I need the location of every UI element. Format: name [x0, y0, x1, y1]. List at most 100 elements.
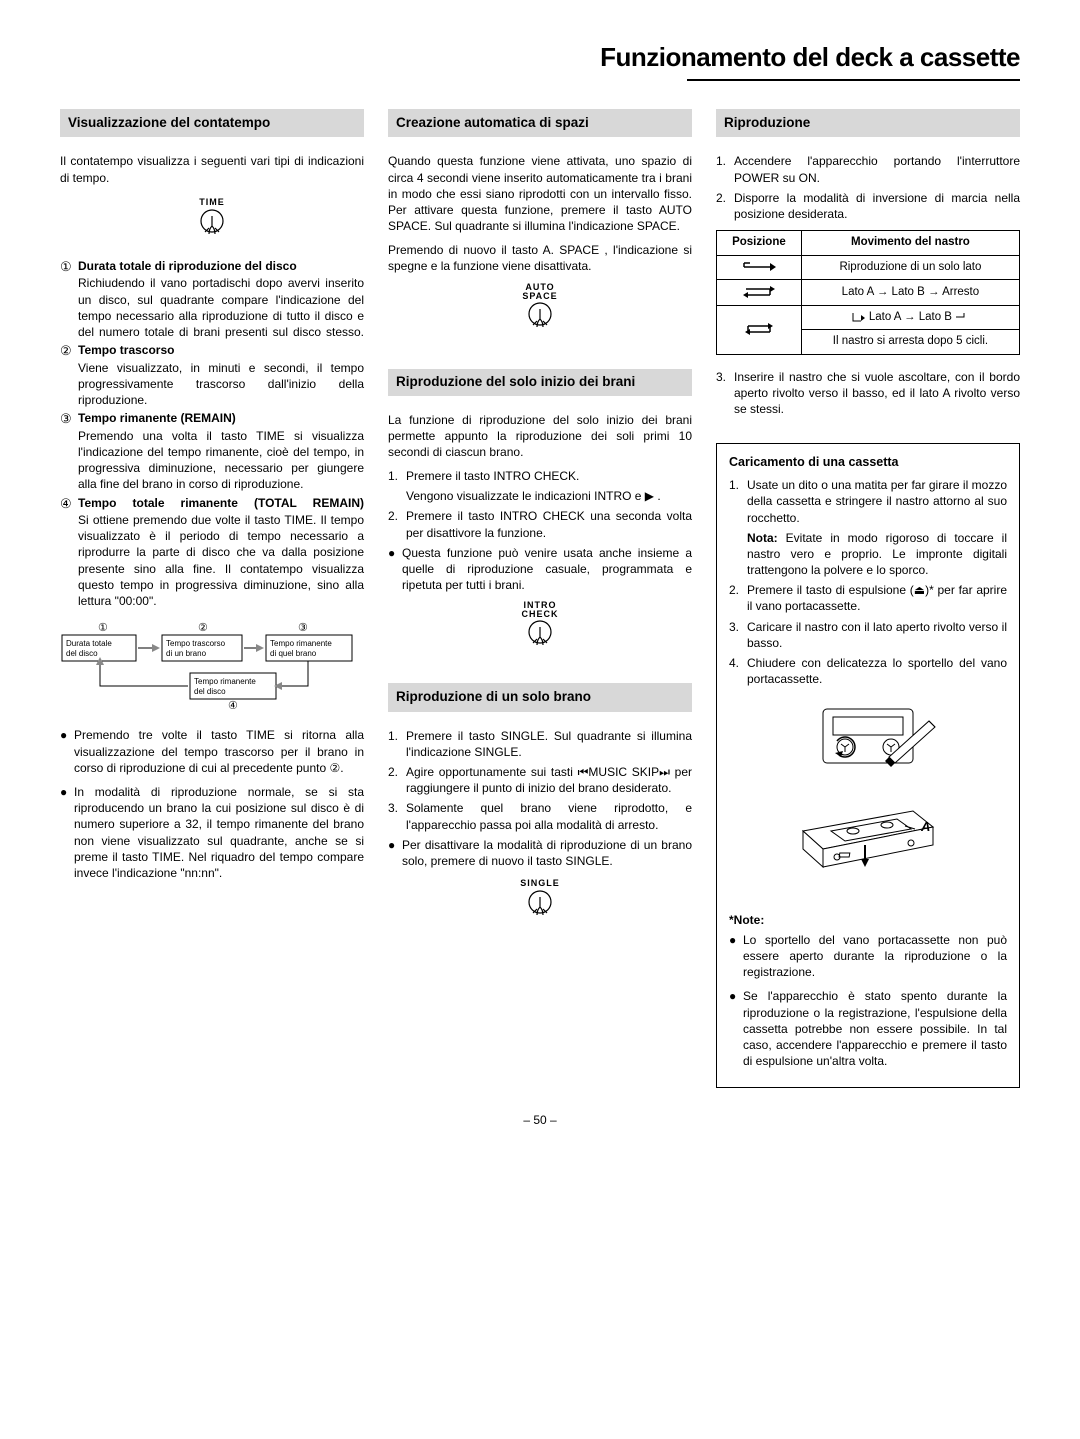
- def-1: ① Durata totale di riproduzione del disc…: [60, 258, 364, 340]
- flow-n3: ③: [298, 622, 308, 634]
- table-row-3-text: Lato A → Lato B: [801, 305, 1019, 330]
- bullet-dot: ●: [729, 988, 743, 1069]
- box-step-3-text: Caricare il nastro con il lato aperto ri…: [747, 619, 1007, 651]
- def-4-title: Tempo totale rimanente (TOTAL REMAIN): [78, 495, 364, 513]
- intro-step-1-num: 1.: [388, 468, 406, 484]
- def-3: ③ Tempo rimanente (REMAIN) Premendo una …: [60, 410, 364, 492]
- title-underline: [687, 79, 1020, 81]
- contatempo-bullets: ● Premendo tre volte il tasto TIME si ri…: [60, 727, 364, 881]
- bullet-dot: ●: [388, 837, 402, 869]
- intro-check-icon-label: INTRO CHECK: [388, 601, 692, 619]
- box-step-1-text: Usate un dito o una matita per far girar…: [747, 477, 1007, 526]
- contatempo-bullet-2: In modalità di riproduzione normale, se …: [74, 784, 364, 881]
- box-note-2: Se l'apparecchio è stato spento durante …: [743, 988, 1007, 1069]
- cassette-box: Caricamento di una cassetta 1. Usate un …: [716, 443, 1020, 1088]
- flow-b1b: del disco: [66, 649, 98, 658]
- ripro-step-2-text: Disporre la modalità di inversione di ma…: [734, 190, 1020, 222]
- single-bullet: Per disattivare la modalità di riproduzi…: [402, 837, 692, 869]
- column-1: Visualizzazione del contatempo Il contat…: [60, 109, 364, 1088]
- def-1-body: Richiudendo il vano portadischi dopo ave…: [78, 275, 364, 340]
- intro-check-icon: INTRO CHECK: [388, 601, 692, 655]
- mode-icon-3: [717, 305, 802, 354]
- flow-b2a: Tempo trascorso: [166, 639, 226, 648]
- page-title: Funzionamento del deck a cassette: [60, 40, 1020, 75]
- flow-diagram: ① ② ③ Durata totale del disco Tempo tras…: [60, 621, 364, 713]
- page-number: – 50 –: [60, 1112, 1020, 1128]
- def-4-body: Si ottiene premendo due volte il tasto T…: [78, 512, 364, 609]
- def-3-num: ③: [60, 410, 78, 428]
- cassette-box-title: Caricamento di una cassetta: [729, 454, 1007, 471]
- single-step-2-text: Agire opportunamente sui tasti ⏮MUSIC SK…: [406, 764, 692, 796]
- ripro-step-3-num: 3.: [716, 369, 734, 418]
- autospace-icon-label: AUTO SPACE: [388, 283, 692, 301]
- time-icon-label: TIME: [60, 196, 364, 208]
- autospace-para-1: Quando questa funzione viene attivata, u…: [388, 153, 692, 234]
- flow-n2: ②: [198, 622, 208, 634]
- table-h2: Movimento del nastro: [801, 231, 1019, 256]
- main-columns: Visualizzazione del contatempo Il contat…: [60, 109, 1020, 1088]
- def-2: ② Tempo trascorso Viene visualizzato, in…: [60, 342, 364, 408]
- def-3-body: Premendo una volta il tasto TIME si visu…: [78, 428, 364, 493]
- box-step-2-num: 2.: [729, 582, 747, 614]
- bullet-dot: ●: [60, 784, 74, 881]
- mode-icon-2: [717, 280, 802, 306]
- mode-icon-1: [717, 255, 802, 280]
- table-row-1-text: Riproduzione di un solo lato: [801, 255, 1019, 280]
- tap-icon: [523, 889, 557, 925]
- flow-b4b: del disco: [194, 687, 226, 696]
- box-step-3-num: 3.: [729, 619, 747, 651]
- sec-heading-single: Riproduzione di un solo brano: [388, 683, 692, 711]
- bullet-dot: ●: [388, 545, 402, 594]
- flow-b1a: Durata totale: [66, 639, 112, 648]
- def-2-title: Tempo trascorso: [78, 342, 364, 360]
- bullet-dot: ●: [60, 727, 74, 776]
- intro-step-2-text: Premere il tasto INTRO CHECK una seconda…: [406, 508, 692, 540]
- def-4-num: ④: [60, 495, 78, 513]
- column-2: Creazione automatica di spazi Quando que…: [388, 109, 692, 1088]
- movimento-table: Posizione Movimento del nastro Riproduzi…: [716, 230, 1020, 355]
- flow-n4: ④: [228, 700, 238, 709]
- single-step-1-text: Premere il tasto SINGLE. Sul quadrante s…: [406, 728, 692, 760]
- box-step-1-num: 1.: [729, 477, 747, 526]
- single-icon-label: SINGLE: [388, 877, 692, 889]
- intro-check-bullet: Questa funzione può venire usata anche i…: [402, 545, 692, 594]
- box-note-1: Lo sportello del vano portacassette non …: [743, 932, 1007, 981]
- contatempo-bullet-1: Premendo tre volte il tasto TIME si rito…: [74, 727, 364, 776]
- autospace-icon: AUTO SPACE: [388, 283, 692, 337]
- svg-text:A: A: [920, 819, 930, 834]
- box-step-1-note: Nota: Evitate in modo rigoroso di toccar…: [747, 530, 1007, 579]
- intro-step-2-num: 2.: [388, 508, 406, 540]
- ripro-step-1-text: Accendere l'apparecchio portando l'inter…: [734, 153, 1020, 185]
- intro-check-intro: La funzione di riproduzione del solo ini…: [388, 412, 692, 461]
- table-row-2-text: Lato A → Lato B → Arresto: [801, 280, 1019, 306]
- tap-icon: [195, 208, 229, 244]
- single-icon: SINGLE: [388, 877, 692, 925]
- def-2-body: Viene visualizzato, in minuti e secondi,…: [78, 360, 364, 409]
- flow-b3a: Tempo rimanente: [270, 639, 332, 648]
- def-4: ④ Tempo totale rimanente (TOTAL REMAIN) …: [60, 495, 364, 610]
- flow-b2b: di un brano: [166, 649, 207, 658]
- box-note-head: *Note:: [729, 912, 1007, 928]
- sec-heading-contatempo: Visualizzazione del contatempo: [60, 109, 364, 137]
- sec-heading-riproduzione: Riproduzione: [716, 109, 1020, 137]
- flow-n1: ①: [98, 622, 108, 634]
- autospace-para-2: Premendo di nuovo il tasto A. SPACE , l'…: [388, 242, 692, 274]
- time-icon: TIME: [60, 196, 364, 244]
- bullet-dot: ●: [729, 932, 743, 981]
- def-1-num: ①: [60, 258, 78, 276]
- single-step-3-text: Solamente quel brano viene riprodotto, e…: [406, 800, 692, 832]
- box-step-4-text: Chiudere con delicatezza lo sportello de…: [747, 655, 1007, 687]
- column-3: Riproduzione 1. Accendere l'apparecchio …: [716, 109, 1020, 1088]
- def-1-title: Durata totale di riproduzione del disco: [78, 258, 364, 276]
- intro-step-1-text: Premere il tasto INTRO CHECK.: [406, 468, 692, 484]
- ripro-step-1-num: 1.: [716, 153, 734, 185]
- box-step-2-text: Premere il tasto di espulsione (⏏)* per …: [747, 582, 1007, 614]
- flow-b3b: di quel brano: [270, 649, 317, 658]
- def-3-title: Tempo rimanente (REMAIN): [78, 410, 364, 428]
- sec-heading-autospace: Creazione automatica di spazi: [388, 109, 692, 137]
- table-h1: Posizione: [717, 231, 802, 256]
- ripro-step-3-text: Inserire il nastro che si vuole ascoltar…: [734, 369, 1020, 418]
- ripro-step-2-num: 2.: [716, 190, 734, 222]
- box-step-4-num: 4.: [729, 655, 747, 687]
- intro-step-1-sub: Vengono visualizzate le indicazioni INTR…: [406, 488, 692, 504]
